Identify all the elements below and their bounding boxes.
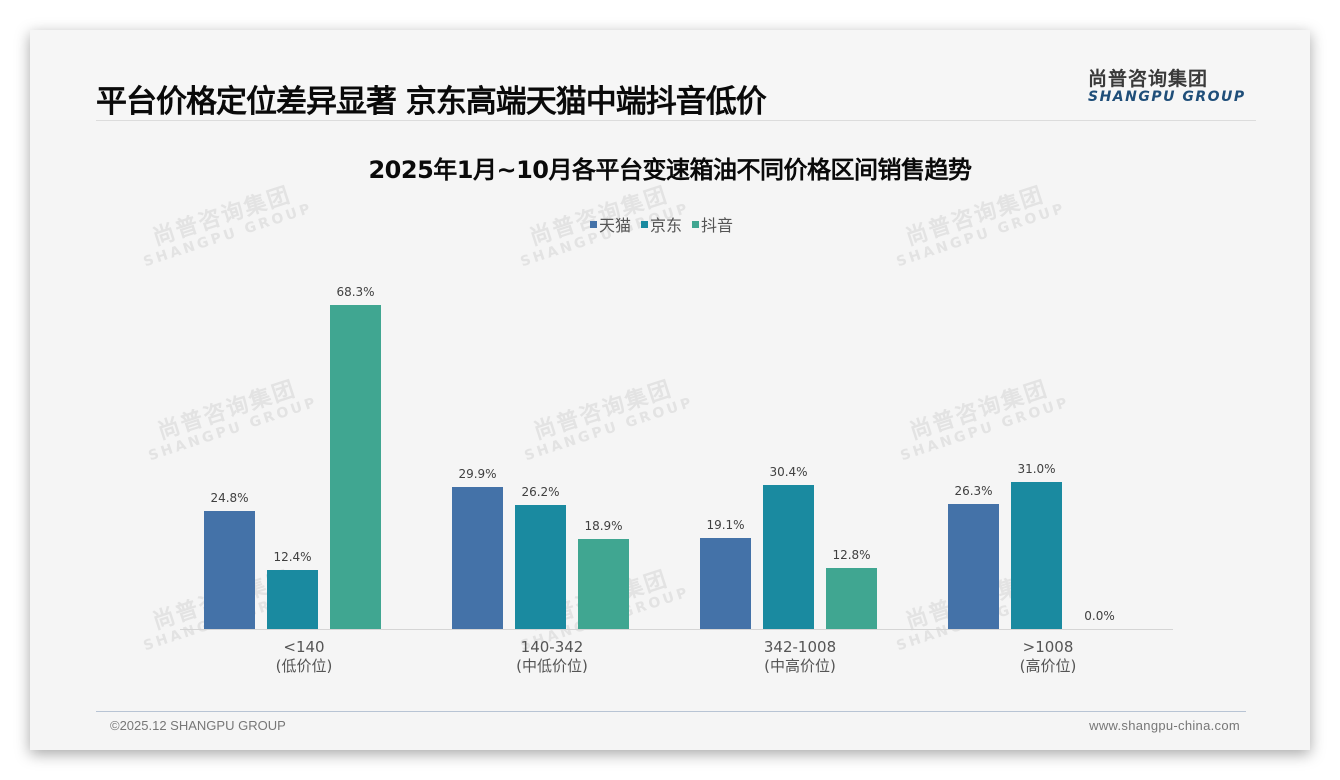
header-band [30,30,1310,120]
bar-value-label: 18.9% [584,519,623,533]
bar-value-label: 30.4% [769,465,808,479]
bar [763,485,814,629]
page-title: 平台价格定位差异显著 京东高端天猫中端抖音低价 [96,84,767,120]
bar-group: 19.1% 30.4% 12.8% 342-1008 (中高价位) [676,270,924,675]
plot-area: 24.8% 12.4% 68.3% <140 (低价位) 29.9% 26.2% 18.9% 1… [180,270,1173,675]
bar [1011,482,1062,629]
legend-label: 天猫 [599,216,632,235]
bar-value-label: 68.3% [336,285,375,299]
bar-value-label: 31.0% [1017,462,1056,476]
bar-value-label: 24.8% [210,491,249,505]
legend-label: 京东 [650,216,683,235]
category-tier: (中高价位) [764,657,836,675]
bar-value-label: 19.1% [706,518,745,532]
bar-group: 29.9% 26.2% 18.9% 140-342 (中低价位) [428,270,676,675]
legend-item-douyin: 抖音 [692,212,733,236]
chart-legend: 天猫 京东 抖音 [590,212,733,236]
bar-value-label: 12.8% [832,548,871,562]
category-range: >1008 [1022,638,1074,656]
x-axis-line [180,629,1173,630]
x-axis-category-label: <140 (低价位) [180,638,428,676]
bar-group: 26.3% 31.0% 0.0% >1008 (高价位) [924,270,1172,675]
bar [826,568,877,629]
bar-value-label: 12.4% [273,550,312,564]
legend-item-tmall: 天猫 [590,212,631,236]
category-tier: (中低价位) [516,657,588,675]
category-range: 342-1008 [763,638,837,656]
bar [578,539,629,629]
footer-website: www.shangpu-china.com [1089,718,1240,733]
category-range: 140-342 [520,638,584,656]
x-axis-category-label: 140-342 (中低价位) [428,638,676,676]
x-axis-category-label: 342-1008 (中高价位) [676,638,924,676]
bar [267,570,318,629]
bar [452,487,503,629]
bar [948,504,999,629]
bar-value-label: 0.0% [1084,609,1115,623]
logo-en-text: SHANGPU GROUP [1088,89,1246,105]
slide: 平台价格定位差异显著 京东高端天猫中端抖音低价 尚普咨询集团 SHANGPU G… [30,30,1310,750]
category-tier: (低价位) [275,657,333,675]
chart-title: 2025年1月~10月各平台变速箱油不同价格区间销售趋势 [368,156,972,184]
legend-swatch-douyin [692,220,700,228]
bar [204,511,255,629]
bar-value-label: 29.9% [458,467,497,481]
bar [330,305,381,629]
legend-swatch-tmall [590,220,597,228]
category-range: <140 [283,638,325,656]
bar-value-label: 26.3% [954,484,993,498]
x-axis-category-label: >1008 (高价位) [924,638,1172,676]
legend-label: 抖音 [701,216,734,235]
legend-item-jd: 京东 [641,212,682,236]
bar-group: 24.8% 12.4% 68.3% <140 (低价位) [180,270,428,675]
company-logo: 尚普咨询集团 SHANGPU GROUP [1088,64,1248,105]
bar [515,505,566,629]
logo-cn-text: 尚普咨询集团 [1088,68,1209,90]
title-divider [96,120,1256,121]
legend-swatch-jd [641,220,649,228]
footer-copyright: ©2025.12 SHANGPU GROUP [110,718,286,733]
category-tier: (高价位) [1019,657,1077,675]
bar [700,538,751,629]
bar-value-label: 26.2% [521,485,560,499]
footer-divider [96,711,1246,712]
